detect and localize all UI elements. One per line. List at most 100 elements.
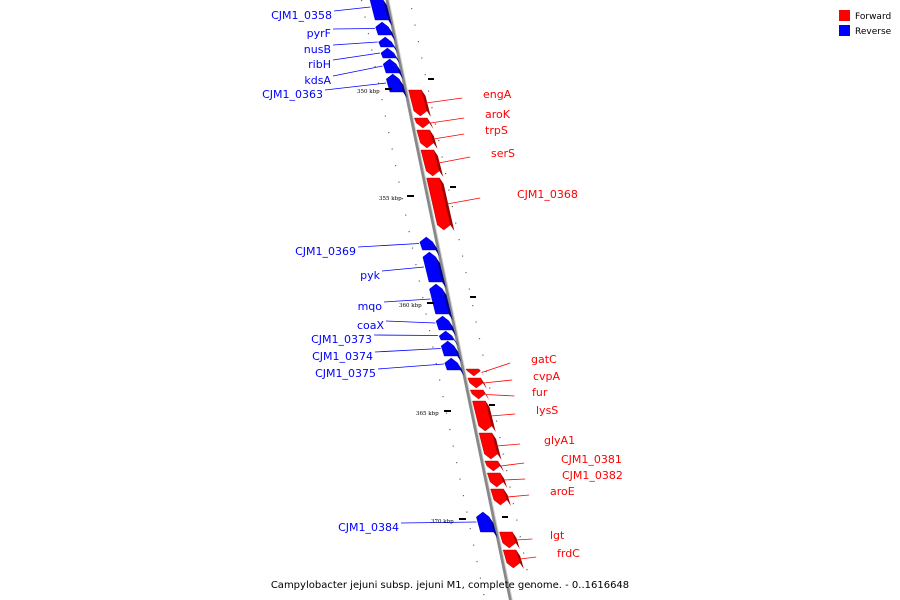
gene-label-cjm1-0381: CJM1_0381 [561,453,622,466]
tick-dot [485,371,487,373]
gene-label-pyk: pyk [360,269,380,282]
gene-features [369,0,524,569]
legend: Forward Reverse [839,10,892,37]
tick-dot [516,519,518,521]
gene-shade-enga [421,90,431,117]
tick-dot [473,544,475,546]
gene-leader-lyss [490,413,516,417]
scale-tick-365-kbp [444,410,451,412]
gene-shade-cjm1-0375 [457,363,465,376]
tick-dot [506,470,508,472]
tick-dot [469,528,471,530]
gene-box-cjm1-0368 [426,177,451,231]
tick-dot [466,511,468,513]
gene-label-nusb: nusB [304,43,331,56]
tick-dot [391,148,393,150]
tick-dot [398,181,400,183]
gene-box-pyk [422,251,443,283]
gene-shade-glya1 [492,433,502,460]
gene-label-lgt: lgt [550,529,565,542]
tick-dot [526,569,528,571]
gene-box-cjm1-0374 [440,340,458,357]
tick-dot [458,239,460,241]
gene-box-frdc [502,549,521,569]
gene-shade-cjm1-0373 [452,336,458,346]
gene-shade-mqo [442,289,453,320]
gene-box-lyss [472,400,492,432]
tick-dot [401,198,403,200]
tick-dot [456,462,458,464]
tick-dot [408,231,410,233]
gene-shade-aroe [503,489,511,506]
gene-box-cjm1-0381 [484,460,501,472]
genome-caption: Campylobacter jejuni subsp. jejuni M1, c… [271,580,629,591]
gene-leader-pyrf [332,28,375,30]
tick-dot [448,189,450,191]
gene-leader-fur [486,394,515,397]
tick-dot [428,330,431,332]
tick-dot [444,173,447,175]
gene-box-gatc [465,368,481,377]
gene-leader-lgt [516,538,533,541]
gene-box-aroe [490,488,508,506]
gene-label-ribh: ribH [308,58,331,71]
gene-leader-cjm1-0384 [400,521,477,524]
gene-box-coax [435,315,453,331]
gene-label-fur: fur [532,386,548,399]
gene-leader-cvpa [483,379,513,384]
legend-swatch-forward [839,10,850,21]
gene-leader-cjm1-0369 [357,243,420,248]
gene-shade-lgt [512,532,520,549]
gene-leader-cjm1-0368 [446,197,481,205]
gene-shade-cjm1-0369 [432,242,440,256]
gene-label-glya1: glyA1 [544,434,575,447]
gene-shade-trps [429,130,438,149]
tick-dot [361,0,363,2]
gene-leader-cjm1-0358 [333,6,371,12]
tick-dot [475,321,477,323]
gene-leader-ribh [332,52,380,61]
gene-box-fur [469,389,486,400]
backbone-highlight [388,0,513,600]
gene-label-cjm1-0369: CJM1_0369 [295,245,356,258]
tick-dot [364,16,366,18]
tick-dot [478,338,481,340]
tick-dot [445,412,448,414]
gene-label-cjm1-0375: CJM1_0375 [315,367,376,380]
tick-dot [483,594,485,596]
gene-box-cjm1-0384 [476,511,494,533]
tick-dot [438,140,440,142]
gene-label-pyrf: pyrF [307,27,331,40]
gene-box-arok [414,117,430,129]
gene-shade-cjm1-0384 [489,517,498,538]
tick-dot [509,486,511,488]
scale-tick-360-kbp [427,302,434,304]
scale-label-350-kbp: 350 kbp [357,89,380,95]
tick-dot [442,396,444,398]
gene-box-pyrf [375,21,392,36]
tick-dot [415,264,417,266]
gene-shade-fur [483,390,490,400]
gene-label-cjm1-0382: CJM1_0382 [562,469,623,482]
genome-backbone [385,0,513,600]
gene-box-cjm1-0373 [438,330,455,341]
gene-shade-ribh [393,53,400,64]
tick-dot [425,313,427,315]
gene-leader-kdsa [332,65,383,77]
tick-dot [465,272,467,274]
tick-dot [377,82,380,84]
gene-shade-pyk [435,257,447,288]
gene-shade-sers [433,150,444,177]
gene-box-cjm1-0382 [487,472,504,488]
scale-tick-370-kbp [459,518,466,520]
gene-leader-cjm1-0382 [503,478,526,481]
tick-dot [472,305,474,307]
gene-leader-cjm1-0363 [324,82,387,91]
tick-dot [394,165,397,167]
gene-label-cjm1-0374: CJM1_0374 [312,350,373,363]
tick-dot [439,379,441,381]
gene-label-trps: trpS [485,124,508,137]
gene-box-sers [420,149,440,177]
tick-dot [411,247,414,249]
